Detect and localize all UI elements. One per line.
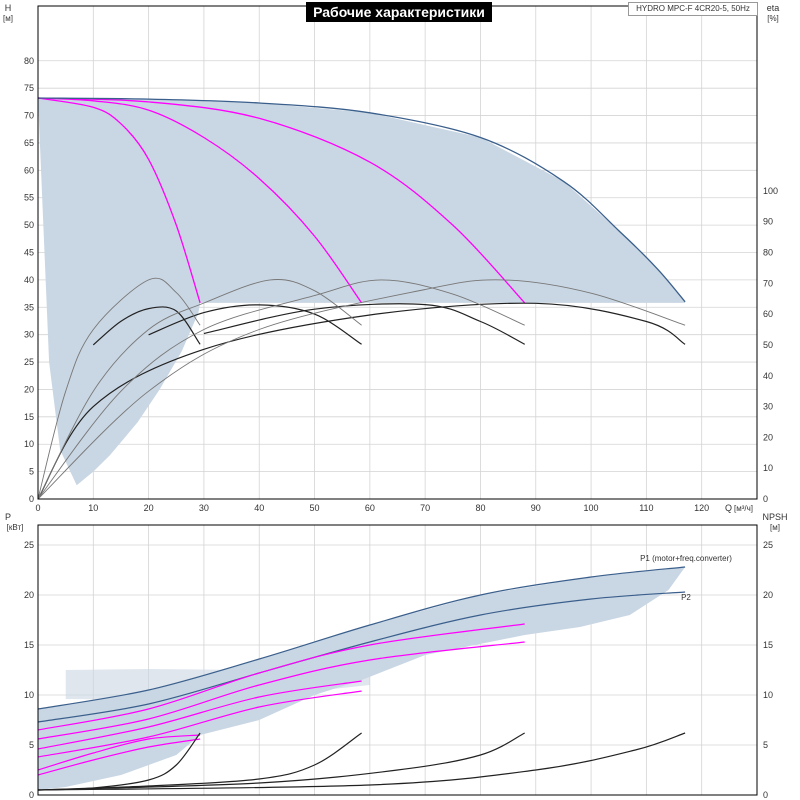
- x-tick-label: 20: [144, 503, 154, 513]
- y-tick-label: 0: [29, 494, 34, 504]
- y-tick-label: 40: [24, 275, 34, 285]
- y-tick-label: 80: [24, 56, 34, 66]
- y2-tick-label: 0: [763, 494, 768, 504]
- y-tick-label: 45: [24, 248, 34, 258]
- bottom-plot-frame: [37, 524, 758, 796]
- x-tick-label: 40: [254, 503, 264, 513]
- series-eta_light: [37, 279, 362, 500]
- x-tick-label: 90: [531, 503, 541, 513]
- x-tick-label: 80: [475, 503, 485, 513]
- x-tick-label: 120: [694, 503, 709, 513]
- x-tick-label: 110: [639, 503, 653, 513]
- p-axis-label: P: [5, 512, 11, 522]
- x-tick-label: 30: [199, 503, 209, 513]
- series-label-p1: P1 (motor+freq.converter): [640, 554, 732, 563]
- y2-tick-label: 50: [763, 340, 773, 350]
- y-tick-label: 15: [24, 412, 34, 422]
- series-pump_power: [37, 734, 201, 771]
- x-tick-label: 60: [365, 503, 375, 513]
- y-axis-label: H: [5, 3, 12, 13]
- series-p2: [37, 591, 686, 723]
- series-npsh: [37, 732, 686, 791]
- x-tick-label: 100: [584, 503, 599, 513]
- y-tick-label: 20: [24, 384, 34, 394]
- y-axis-unit: [м]: [3, 14, 13, 23]
- series-system_head: [37, 97, 686, 303]
- npsh-tick-label: 5: [763, 740, 768, 750]
- chart-title: Рабочие характеристики: [306, 2, 492, 22]
- y-tick-label: 70: [24, 111, 34, 121]
- p-tick-label: 5: [29, 740, 34, 750]
- series-pump_power: [37, 690, 362, 758]
- y2-axis-unit: [%]: [767, 14, 779, 23]
- y2-axis-label: eta: [767, 3, 780, 13]
- npsh-tick-label: 25: [763, 540, 773, 550]
- y-tick-label: 5: [29, 467, 34, 477]
- series-eta_dark: [148, 304, 362, 345]
- y2-tick-label: 90: [763, 217, 773, 227]
- x-axis-unit: [м³/ч]: [734, 504, 753, 513]
- y-tick-label: 65: [24, 138, 34, 148]
- x-tick-label: 50: [310, 503, 320, 513]
- y2-tick-label: 20: [763, 432, 773, 442]
- y-tick-label: 60: [24, 165, 34, 175]
- npsh-tick-label: 15: [763, 640, 773, 650]
- y2-tick-label: 40: [763, 371, 773, 381]
- series-eta_light: [37, 279, 686, 500]
- series-pump_power: [37, 738, 201, 776]
- power-envelope-inner: [65, 660, 370, 700]
- npsh-tick-label: 20: [763, 590, 773, 600]
- npsh-axis-label: NPSH: [762, 512, 787, 522]
- series-pump_head: [37, 97, 526, 304]
- y2-tick-label: 70: [763, 278, 773, 288]
- y-tick-label: 10: [24, 439, 34, 449]
- y-tick-label: 50: [24, 220, 34, 230]
- npsh-tick-label: 10: [763, 690, 773, 700]
- y-tick-label: 35: [24, 302, 34, 312]
- y-tick-label: 25: [24, 357, 34, 367]
- p-tick-label: 10: [24, 690, 34, 700]
- npsh-tick-label: 0: [763, 790, 768, 800]
- p-tick-label: 20: [24, 590, 34, 600]
- y-tick-label: 55: [24, 193, 34, 203]
- y2-tick-label: 80: [763, 248, 773, 258]
- series-eta_light: [37, 279, 525, 500]
- x-axis-label: Q: [725, 503, 732, 513]
- y2-tick-label: 100: [763, 186, 778, 196]
- series-pump_power: [37, 641, 525, 740]
- series-label-p2: P2: [681, 593, 691, 602]
- y-tick-label: 30: [24, 330, 34, 340]
- series-npsh: [37, 732, 525, 791]
- p-tick-label: 25: [24, 540, 34, 550]
- p-tick-label: 0: [29, 790, 34, 800]
- series-eta_light: [37, 277, 201, 500]
- head-envelope: [38, 98, 686, 486]
- p-axis-unit: [кВт]: [7, 523, 24, 532]
- series-eta_dark: [203, 303, 525, 345]
- x-tick-label: 0: [35, 503, 40, 513]
- y2-tick-label: 60: [763, 309, 773, 319]
- series-p1: [37, 566, 686, 710]
- series-pump_power: [37, 680, 362, 750]
- series-pump_head: [37, 97, 201, 304]
- npsh-axis-unit: [м]: [770, 523, 780, 532]
- y2-tick-label: 30: [763, 402, 773, 412]
- x-tick-label: 10: [88, 503, 98, 513]
- series-pump_head: [37, 97, 363, 304]
- model-label: HYDRO MPC-F 4CR20-5, 50Hz: [628, 2, 758, 16]
- series-pump_power: [37, 623, 525, 731]
- y2-tick-label: 10: [763, 463, 773, 473]
- x-tick-label: 70: [420, 503, 430, 513]
- p-tick-label: 15: [24, 640, 34, 650]
- y-tick-label: 75: [24, 83, 34, 93]
